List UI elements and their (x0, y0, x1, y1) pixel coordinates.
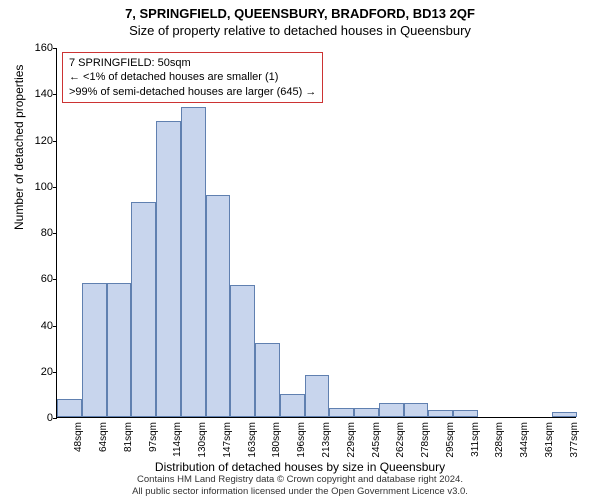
x-tick: 97sqm (148, 422, 159, 452)
y-tick: 80 (21, 227, 53, 239)
y-tick: 40 (21, 320, 53, 332)
chart-container: 7, SPRINGFIELD, QUEENSBURY, BRADFORD, BD… (0, 0, 600, 500)
x-tick: 147sqm (222, 422, 233, 458)
histogram-bar (305, 375, 330, 417)
histogram-bar (57, 399, 82, 418)
y-tick: 120 (21, 135, 53, 147)
x-tick: 130sqm (197, 422, 208, 458)
annotation-line3: >99% of semi-detached houses are larger … (69, 85, 316, 99)
x-tick: 262sqm (395, 422, 406, 458)
y-tick: 0 (21, 412, 53, 424)
histogram-bar (280, 394, 305, 417)
x-tick: 64sqm (98, 422, 109, 452)
x-tick: 196sqm (296, 422, 307, 458)
histogram-bar (379, 403, 404, 417)
x-tick: 328sqm (494, 422, 505, 458)
x-tick: 163sqm (247, 422, 258, 458)
y-tick: 60 (21, 273, 53, 285)
y-tick: 140 (21, 88, 53, 100)
annotation-line1: 7 SPRINGFIELD: 50sqm (69, 56, 316, 70)
histogram-bar (107, 283, 132, 417)
histogram-bar (329, 408, 354, 417)
x-axis-label: Distribution of detached houses by size … (0, 460, 600, 474)
x-tick: 377sqm (569, 422, 580, 458)
histogram-bar (181, 107, 206, 417)
title-address: 7, SPRINGFIELD, QUEENSBURY, BRADFORD, BD… (0, 0, 600, 21)
footer: Contains HM Land Registry data © Crown c… (0, 474, 600, 498)
y-tick: 20 (21, 366, 53, 378)
histogram-bar (354, 408, 379, 417)
footer-line1: Contains HM Land Registry data © Crown c… (0, 474, 600, 486)
x-tick: 48sqm (73, 422, 84, 452)
y-tick: 100 (21, 181, 53, 193)
histogram-bar (428, 410, 453, 417)
histogram-bar (206, 195, 231, 417)
x-tick: 180sqm (271, 422, 282, 458)
x-tick: 245sqm (371, 422, 382, 458)
histogram-bar (131, 202, 156, 417)
plot-region: 02040608010012014016048sqm64sqm81sqm97sq… (56, 48, 576, 418)
title-subtitle: Size of property relative to detached ho… (0, 21, 600, 38)
x-tick: 361sqm (544, 422, 555, 458)
x-tick: 81sqm (123, 422, 134, 452)
histogram-bar (230, 285, 255, 417)
x-tick: 295sqm (445, 422, 456, 458)
x-tick: 344sqm (519, 422, 530, 458)
x-tick: 229sqm (346, 422, 357, 458)
x-tick: 114sqm (172, 422, 183, 457)
y-tick: 160 (21, 42, 53, 54)
histogram-bar (552, 412, 577, 417)
x-tick: 278sqm (420, 422, 431, 458)
annotation-line2: ← <1% of detached houses are smaller (1) (69, 70, 316, 84)
histogram-bar (404, 403, 429, 417)
histogram-bar (156, 121, 181, 417)
x-tick: 213sqm (321, 422, 332, 458)
histogram-bar (82, 283, 107, 417)
histogram-bar (453, 410, 478, 417)
histogram-bar (255, 343, 280, 417)
x-tick: 311sqm (470, 422, 481, 457)
chart-area: 02040608010012014016048sqm64sqm81sqm97sq… (56, 48, 576, 418)
annotation-box: 7 SPRINGFIELD: 50sqm ← <1% of detached h… (62, 52, 323, 103)
footer-line3: All public sector information licensed u… (0, 486, 600, 498)
